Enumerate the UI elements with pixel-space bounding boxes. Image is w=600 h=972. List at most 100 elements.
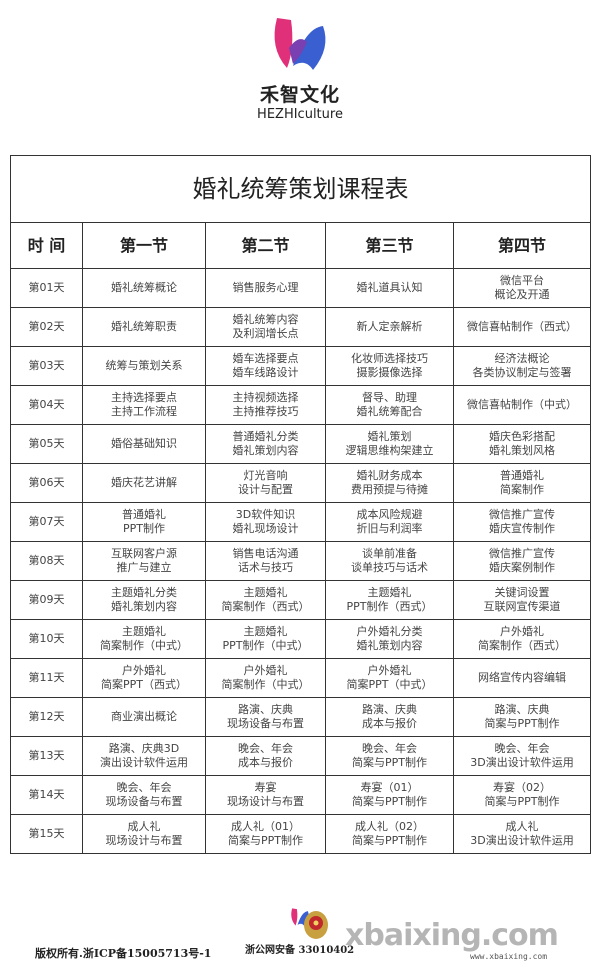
session-line: 微信推广宣传	[489, 547, 556, 560]
session-line: 网络宣传内容编辑	[478, 671, 567, 684]
session-line: 简案与PPT制作	[352, 756, 427, 769]
session-cell: 灯光音响 设计与配置	[205, 463, 326, 503]
day-cell: 第09天	[10, 580, 83, 620]
session-cell: 婚庆色彩搭配 婚礼策划风格	[452, 424, 592, 464]
header-session-2: 第二节	[205, 222, 326, 269]
session-line: 寿宴	[254, 781, 277, 794]
session-cell: 统筹与策划关系	[82, 346, 206, 386]
session-cell: 新人定亲解析	[325, 307, 454, 347]
session-line: 统筹与策划关系	[105, 359, 183, 372]
session-line: 婚礼策划内容	[356, 639, 423, 652]
session-line: PPT制作（西式）	[346, 600, 433, 613]
brand-logo: 禾智文化 HEZHIculture	[0, 8, 600, 122]
session-cell: 谈单前准备 谈单技巧与话术	[325, 541, 454, 581]
session-line: 婚庆色彩搭配	[489, 430, 556, 443]
session-line: 婚庆案例制作	[489, 561, 556, 574]
session-cell: 寿宴（02） 简案与PPT制作	[452, 775, 592, 815]
session-line: 简案制作（中式）	[221, 678, 310, 691]
session-line: PPT制作（中式）	[222, 639, 309, 652]
police-badge-icon	[304, 911, 328, 939]
session-line: 主题婚礼	[243, 586, 288, 599]
header-session-4: 第四节	[452, 222, 592, 269]
session-cell: 主题婚礼分类 婚礼策划内容	[82, 580, 206, 620]
brand-name-en: HEZHIculture	[257, 107, 343, 122]
session-line: 寿宴（02）	[493, 781, 552, 794]
session-cell: 寿宴（01） 简案与PPT制作	[325, 775, 454, 815]
brand-name-cn: 禾智文化	[259, 84, 340, 106]
session-cell: 婚俗基础知识	[82, 424, 206, 464]
table-row: 第12天 商业演出概论 路演、庆典 现场设备与布置 路演、庆典 成本与报价 路演、庆典 简案与…	[10, 697, 592, 737]
session-line: 灯光音响	[243, 469, 288, 482]
session-cell: 路演、庆典 成本与报价	[325, 697, 454, 737]
session-cell: 婚庆花艺讲解	[82, 463, 206, 503]
session-cell: 成人礼（02） 简案与PPT制作	[325, 814, 454, 854]
session-line: 婚礼统筹概论	[111, 281, 177, 294]
session-line: 婚庆宣传制作	[489, 522, 556, 535]
session-line: 关键词设置	[494, 586, 550, 599]
session-cell: 经济法概论 各类协议制定与签署	[452, 346, 592, 386]
session-line: 互联网宣传渠道	[483, 600, 561, 613]
session-cell: 户外婚礼 简案制作（中式）	[205, 658, 326, 698]
session-cell: 婚礼策划 逻辑思维构架建立	[325, 424, 454, 464]
session-line: 成人礼	[505, 820, 539, 833]
session-cell: 主持视频选择 主持推荐技巧	[205, 385, 326, 425]
table-row: 第02天 婚礼统筹职责 婚礼统筹内容 及利润增长点 新人定亲解析 微信喜帖制作（西式）	[10, 307, 592, 347]
session-line: 路演、庆典	[362, 703, 417, 716]
session-line: 婚礼统筹配合	[356, 405, 423, 418]
session-cell: 普通婚礼 PPT制作	[82, 502, 206, 542]
session-cell: 微信推广宣传 婚庆宣传制作	[452, 502, 592, 542]
day-cell: 第05天	[10, 424, 83, 464]
session-cell: 婚礼统筹内容 及利润增长点	[205, 307, 326, 347]
session-line: 概论及开通	[494, 288, 550, 301]
day-cell: 第01天	[10, 268, 83, 308]
session-line: 婚礼策划	[367, 430, 412, 443]
session-line: 话术与技巧	[238, 561, 293, 574]
session-cell: 微信推广宣传 婚庆案例制作	[452, 541, 592, 581]
day-cell: 第15天	[10, 814, 83, 854]
session-cell: 成人礼（01） 简案与PPT制作	[205, 814, 326, 854]
session-line: 主题婚礼	[122, 625, 166, 638]
day-cell: 第08天	[10, 541, 83, 581]
header-time: 时 间	[10, 222, 83, 269]
session-line: 推广与建立	[116, 561, 172, 574]
session-cell: 成本风险规避 折旧与利润率	[325, 502, 454, 542]
table-row: 第11天 户外婚礼 简案PPT（西式） 户外婚礼 简案制作（中式） 户外婚礼 简案PPT（中…	[10, 658, 592, 698]
session-line: 主题婚礼	[367, 586, 412, 599]
session-line: 婚礼策划风格	[489, 444, 556, 457]
table-row: 第14天 晚会、年会 现场设备与布置 寿宴 现场设计与布置 寿宴（01） 简案与PPT制作寿…	[10, 775, 592, 815]
session-line: 微信推广宣传	[489, 508, 556, 521]
table-title: 婚礼统筹策划课程表	[9, 155, 592, 223]
session-line: 户外婚礼	[367, 664, 412, 677]
session-line: 户外婚礼	[500, 625, 545, 638]
session-line: 折旧与利润率	[356, 522, 423, 535]
session-line: 主持选择要点	[111, 391, 177, 404]
session-line: 成本与报价	[238, 756, 293, 769]
session-cell: 微信平台 概论及开通	[452, 268, 592, 308]
day-cell: 第04天	[10, 385, 83, 425]
session-cell: 督导、助理 婚礼统筹配合	[325, 385, 454, 425]
session-cell: 路演、庆典3D 演出设计软件运用	[82, 736, 206, 776]
session-cell: 主题婚礼 PPT制作（中式）	[205, 619, 326, 659]
day-cell: 第07天	[10, 502, 83, 542]
session-line: 谈单技巧与话术	[351, 561, 428, 574]
session-cell: 户外婚礼分类 婚礼策划内容	[325, 619, 454, 659]
session-cell: 婚礼道具认知	[325, 268, 454, 308]
session-cell: 普通婚礼分类 婚礼策划内容	[205, 424, 326, 464]
header-row: 时 间第一节 第二节 第三节 第四节	[10, 222, 592, 269]
session-line: 经济法概论	[494, 352, 550, 365]
session-cell: 主持选择要点 主持工作流程	[82, 385, 206, 425]
session-line: 3D演出设计软件运用	[470, 834, 574, 847]
course-schedule-table: 婚礼统筹策划课程表 时 间第一节 第二节 第三节 第四节 第01天 婚礼统筹概论 销售服务…	[9, 155, 592, 854]
session-line: 路演、庆典	[494, 703, 550, 716]
session-cell: 主题婚礼 简案制作（中式）	[82, 619, 206, 659]
session-line: 主题婚礼	[243, 625, 288, 638]
session-cell: 婚礼统筹概论	[82, 268, 206, 308]
day-cell: 第14天	[10, 775, 83, 815]
watermark-url: www.xbaixing.com	[470, 952, 548, 961]
session-cell: 互联网客户源 推广与建立	[82, 541, 206, 581]
table-row: 第05天 婚俗基础知识 普通婚礼分类 婚礼策划内容 婚礼策划 逻辑思维构架建立 婚庆色彩搭配…	[10, 424, 592, 464]
session-line: 婚车线路设计	[232, 366, 299, 379]
session-line: 成本风险规避	[356, 508, 423, 521]
session-line: 化妆师选择技巧	[351, 352, 428, 365]
